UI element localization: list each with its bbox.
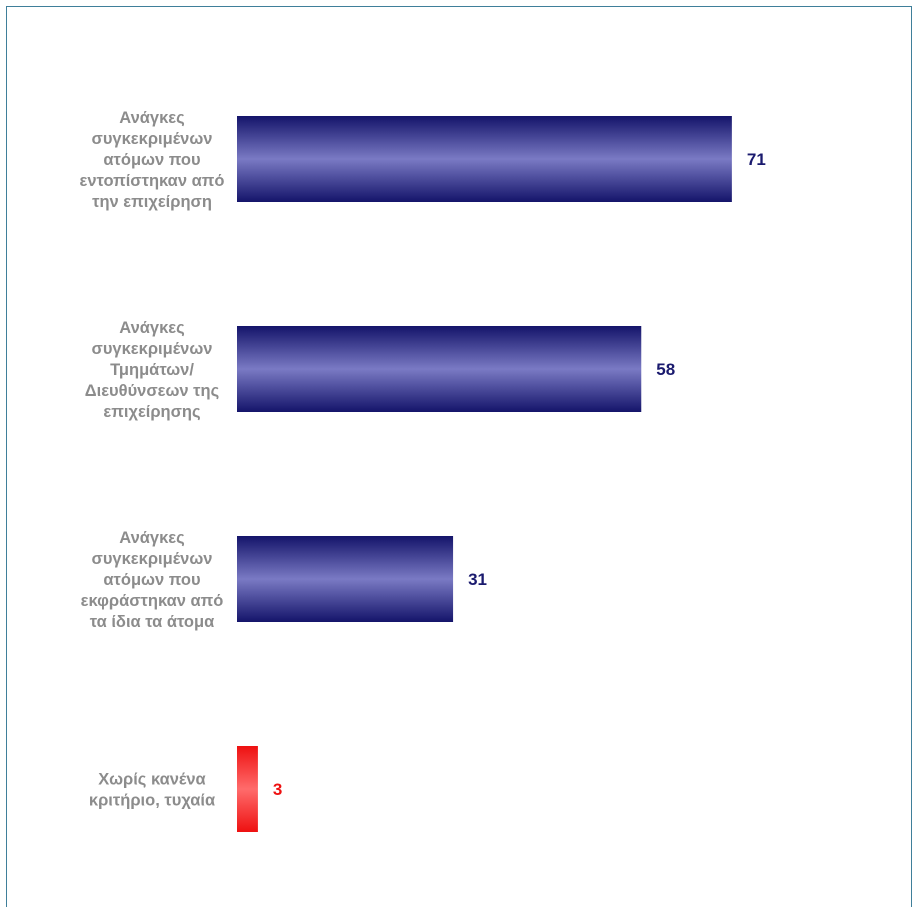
labels-layer: 71 Ανάγκες συγκεκριμένων ατόμων που εντοπίστ…	[80, 109, 766, 810]
category-label-line: εκφράστηκαν από	[81, 592, 224, 610]
category-label-line: ατόμων που	[103, 151, 200, 169]
bar-3	[237, 536, 454, 622]
value-label-1: 71	[747, 150, 766, 169]
category-label-line: συγκεκριμένων	[92, 340, 213, 358]
category-label-line: τα ίδια τα άτομα	[90, 613, 215, 631]
value-label-4: 3	[273, 780, 282, 799]
category-label-line: την επιχείρηση	[92, 193, 212, 211]
category-label-line: ατόμων που	[103, 571, 200, 589]
bars-layer	[237, 116, 732, 832]
category-label-4: Χωρίς κανένα κριτήριο, τυχαία	[89, 771, 215, 810]
category-label-line: Ανάγκες	[119, 319, 184, 337]
category-label-line: συγκεκριμένων	[92, 130, 213, 148]
bar-1	[237, 116, 732, 202]
category-label-line: Ανάγκες	[119, 529, 184, 547]
category-label-line: Διευθύνσεων της	[85, 382, 219, 400]
category-label-line: Χωρίς κανένα	[98, 771, 205, 789]
category-label-2: Ανάγκες συγκεκριμένων Τμημάτων/Διευθύνσεων…	[85, 319, 219, 421]
bar-4	[237, 746, 258, 832]
category-label-line: Ανάγκες	[119, 109, 184, 127]
category-label-line: κριτήριο, τυχαία	[89, 792, 215, 810]
bar-2	[237, 326, 642, 412]
value-label-2: 58	[656, 360, 675, 379]
value-label-3: 31	[468, 570, 487, 589]
category-label-3: Ανάγκες συγκεκριμένων ατόμων που εκφράστηκα…	[81, 529, 224, 631]
category-label-line: Τμημάτων/	[110, 361, 194, 379]
category-label-line: επιχείρησης	[103, 403, 200, 421]
category-label-1: Ανάγκες συγκεκριμένων ατόμων που εντοπίστηκ…	[80, 109, 225, 211]
category-label-line: εντοπίστηκαν από	[80, 172, 225, 190]
category-label-line: συγκεκριμένων	[92, 550, 213, 568]
